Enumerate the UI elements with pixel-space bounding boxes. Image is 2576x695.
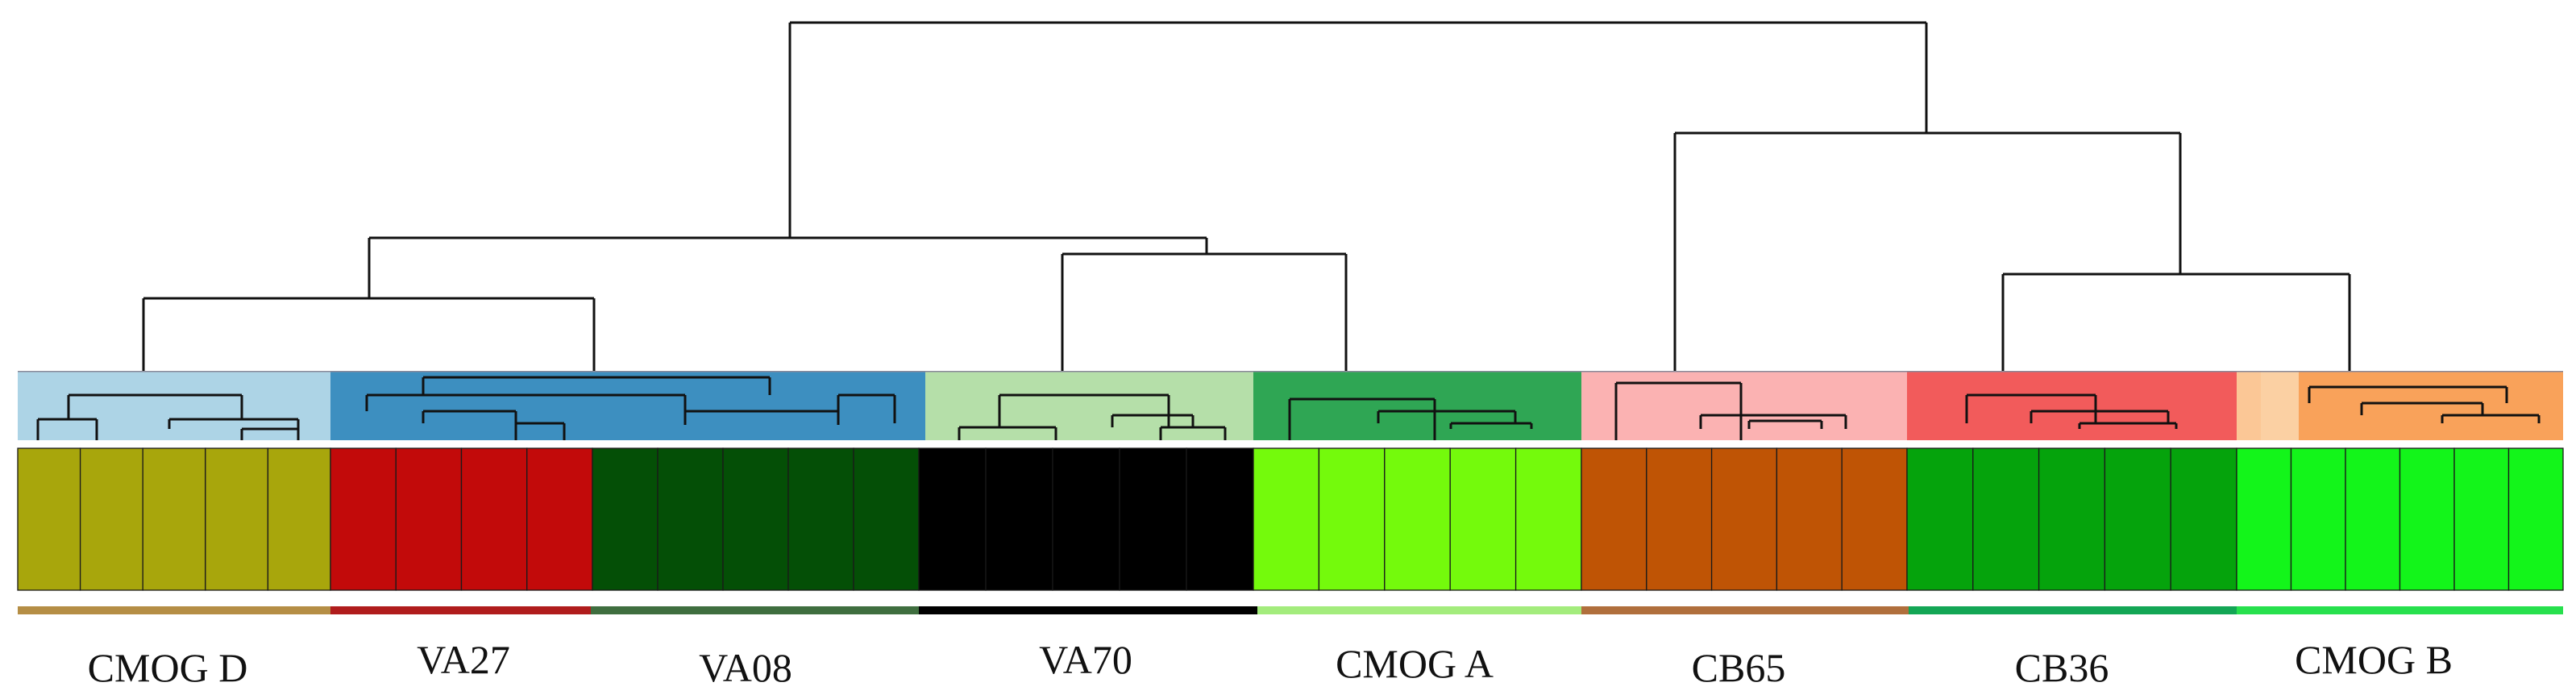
subtree-band: [1253, 371, 1581, 440]
subtree-band: [925, 371, 1253, 440]
subtree-color-bands: [18, 371, 2563, 440]
group-bar-va70: [919, 606, 1257, 614]
group-labels: CMOG D VA27 VA08 VA70 CMOG A CB65 CB36 C…: [88, 637, 2453, 690]
group-label-va70: VA70: [1039, 637, 1132, 682]
group-label-cmog-d: CMOG D: [88, 645, 248, 690]
strip-cell-cmog-b: [2507, 447, 2564, 591]
group-bar-cmog-b: [2237, 606, 2563, 614]
sample-color-strip: [17, 447, 2564, 591]
strip-cell-va70: [985, 447, 1053, 591]
strip-cell-cb65: [1581, 447, 1647, 591]
strip-cell-cb65: [1841, 447, 1908, 591]
subtree-band: [2237, 371, 2261, 440]
group-underline-bars: [18, 606, 2563, 614]
band-strip-separator: [18, 440, 2563, 448]
strip-cell-cb36: [2038, 447, 2106, 591]
strip-cell-cmog-b: [2345, 447, 2401, 591]
strip-cell-cb36: [1906, 447, 1974, 591]
group-bar-va08: [591, 606, 919, 614]
strip-cell-cmog-d: [17, 447, 81, 591]
group-label-cb65: CB65: [1692, 645, 1786, 690]
group-bar-va27: [330, 606, 591, 614]
strip-cell-cmog-d: [79, 447, 143, 591]
strip-cell-cmog-d: [205, 447, 269, 591]
strip-cell-va27: [460, 447, 528, 591]
group-bar-cb65: [1581, 606, 1909, 614]
strip-cell-cb65: [1710, 447, 1778, 591]
subtree-band: [330, 371, 925, 440]
strip-cell-va08: [722, 447, 789, 591]
group-label-va08: VA08: [699, 645, 792, 690]
strip-cell-cmog-a: [1449, 447, 1517, 591]
strip-cell-va70: [1052, 447, 1120, 591]
strip-cell-va08: [657, 447, 724, 591]
strip-cell-va70: [1119, 447, 1187, 591]
strip-cell-cmog-a: [1253, 447, 1320, 591]
strip-cell-cb36: [1972, 447, 2040, 591]
subtree-band: [1907, 371, 2237, 440]
strip-cell-cb36: [2170, 447, 2237, 591]
group-label-cmog-b: CMOG B: [2295, 637, 2453, 682]
group-bar-cb36: [1909, 606, 2237, 614]
strip-cell-cmog-a: [1384, 447, 1451, 591]
strip-cell-va27: [526, 447, 593, 591]
strip-cell-cmog-b: [2453, 447, 2510, 591]
group-label-va27: VA27: [417, 637, 510, 682]
group-label-cmog-a: CMOG A: [1336, 641, 1494, 686]
strip-cell-cmog-d: [142, 447, 206, 591]
group-bar-cmog-d: [18, 606, 330, 614]
strip-cell-cmog-b: [2236, 447, 2292, 591]
dendrogram-tree: [36, 21, 2541, 440]
group-label-cb36: CB36: [2015, 645, 2109, 690]
strip-cell-va70: [918, 447, 987, 591]
strip-cell-cb65: [1646, 447, 1713, 591]
strip-cell-cmog-a: [1514, 447, 1582, 591]
strip-cell-va70: [1186, 447, 1254, 591]
strip-cell-va27: [330, 447, 397, 591]
strip-cell-va08: [592, 447, 659, 591]
subtree-band: [2261, 371, 2299, 440]
strip-cell-cmog-d: [267, 447, 331, 591]
strip-cell-va08: [853, 447, 920, 591]
strip-cell-cmog-a: [1318, 447, 1386, 591]
strip-cell-va27: [395, 447, 463, 591]
strip-cell-cmog-b: [2399, 447, 2455, 591]
strip-cell-cmog-b: [2290, 447, 2346, 591]
group-bar-cmog-a: [1257, 606, 1581, 614]
band-top-edge: [18, 371, 2563, 372]
strip-cell-va08: [787, 447, 854, 591]
subtree-band: [1581, 371, 1907, 440]
strip-cell-cb36: [2104, 447, 2171, 591]
strip-cell-cb65: [1776, 447, 1843, 591]
